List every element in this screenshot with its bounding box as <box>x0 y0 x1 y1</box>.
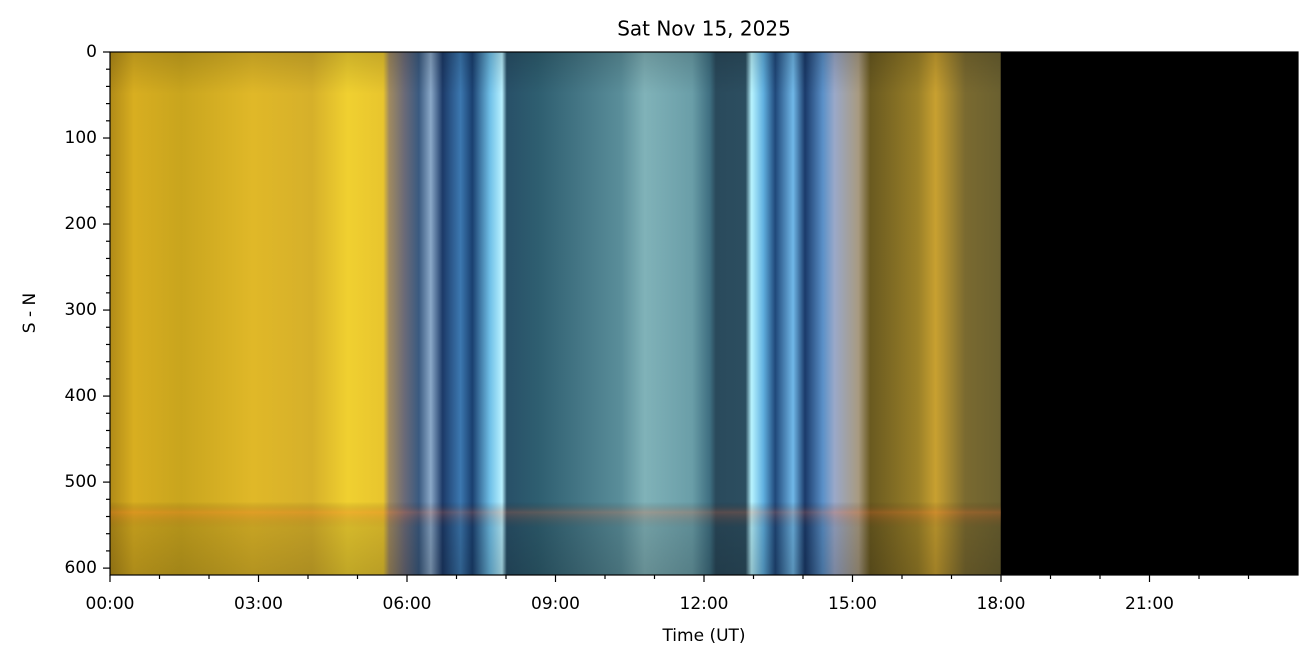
y-tick-label: 100 <box>65 128 97 148</box>
keogram-shade <box>110 52 1001 575</box>
y-axis-label: S - N <box>20 293 40 333</box>
y-tick-label: 200 <box>65 214 97 234</box>
chart-title: Sat Nov 15, 2025 <box>617 17 791 41</box>
x-tick-label: 00:00 <box>86 594 135 614</box>
y-tick-label: 600 <box>65 558 97 578</box>
y-tick-label: 300 <box>65 300 97 320</box>
y-tick-label: 500 <box>65 472 97 492</box>
x-tick-label: 15:00 <box>828 594 877 614</box>
x-tick-label: 09:00 <box>531 594 580 614</box>
x-tick-label: 03:00 <box>234 594 283 614</box>
x-tick-label: 06:00 <box>383 594 432 614</box>
x-tick-label: 21:00 <box>1125 594 1174 614</box>
x-axis-label: Time (UT) <box>661 626 745 646</box>
x-tick-label: 12:00 <box>680 594 729 614</box>
x-tick-label: 18:00 <box>977 594 1026 614</box>
y-tick-label: 400 <box>65 386 97 406</box>
y-tick-label: 0 <box>86 42 97 62</box>
